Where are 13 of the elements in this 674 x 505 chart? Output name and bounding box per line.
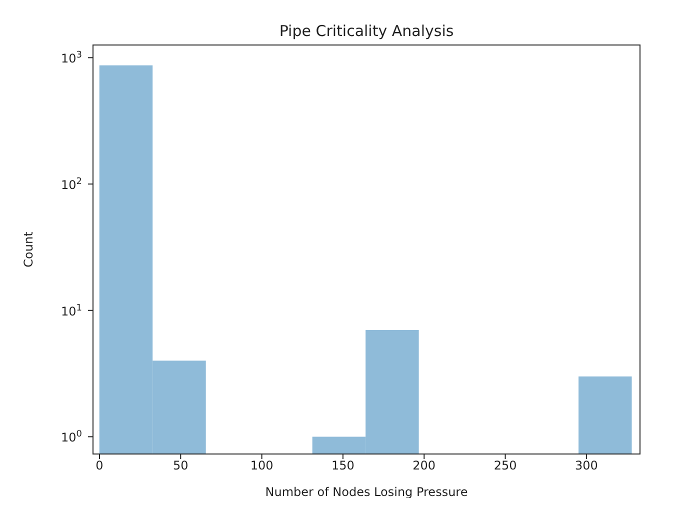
y-tick-label: 10$^{2}$ (60, 177, 82, 192)
x-tick-label: 50 (173, 458, 188, 473)
x-tick-label: 300 (574, 458, 598, 473)
chart-title: Pipe Criticality Analysis (278, 22, 455, 40)
x-tick-label: 0 (96, 458, 104, 473)
y-tick-label: 10$^{0}$ (60, 430, 82, 445)
x-tick-label: 250 (494, 458, 517, 473)
x-tick-label: 200 (412, 458, 436, 473)
x-tick-label: 100 (250, 458, 274, 473)
y-axis-title: Count (21, 231, 36, 268)
y-tick-label: 10$^{1}$ (60, 303, 82, 318)
y-tick-label: 10$^{3}$ (60, 50, 82, 66)
x-tick-label: 150 (332, 458, 354, 473)
